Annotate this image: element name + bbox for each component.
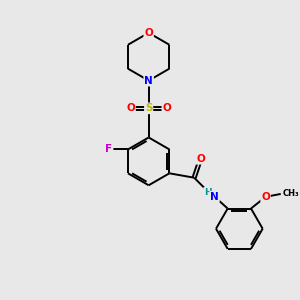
Text: CH₃: CH₃ [282,189,299,198]
Text: O: O [196,154,205,164]
Text: S: S [145,103,152,113]
Text: O: O [261,192,270,202]
Text: O: O [126,103,135,113]
Text: N: N [210,192,219,202]
Text: O: O [144,28,153,38]
Text: N: N [144,76,153,85]
Text: F: F [106,144,112,154]
Text: H: H [204,188,212,197]
Text: O: O [162,103,171,113]
